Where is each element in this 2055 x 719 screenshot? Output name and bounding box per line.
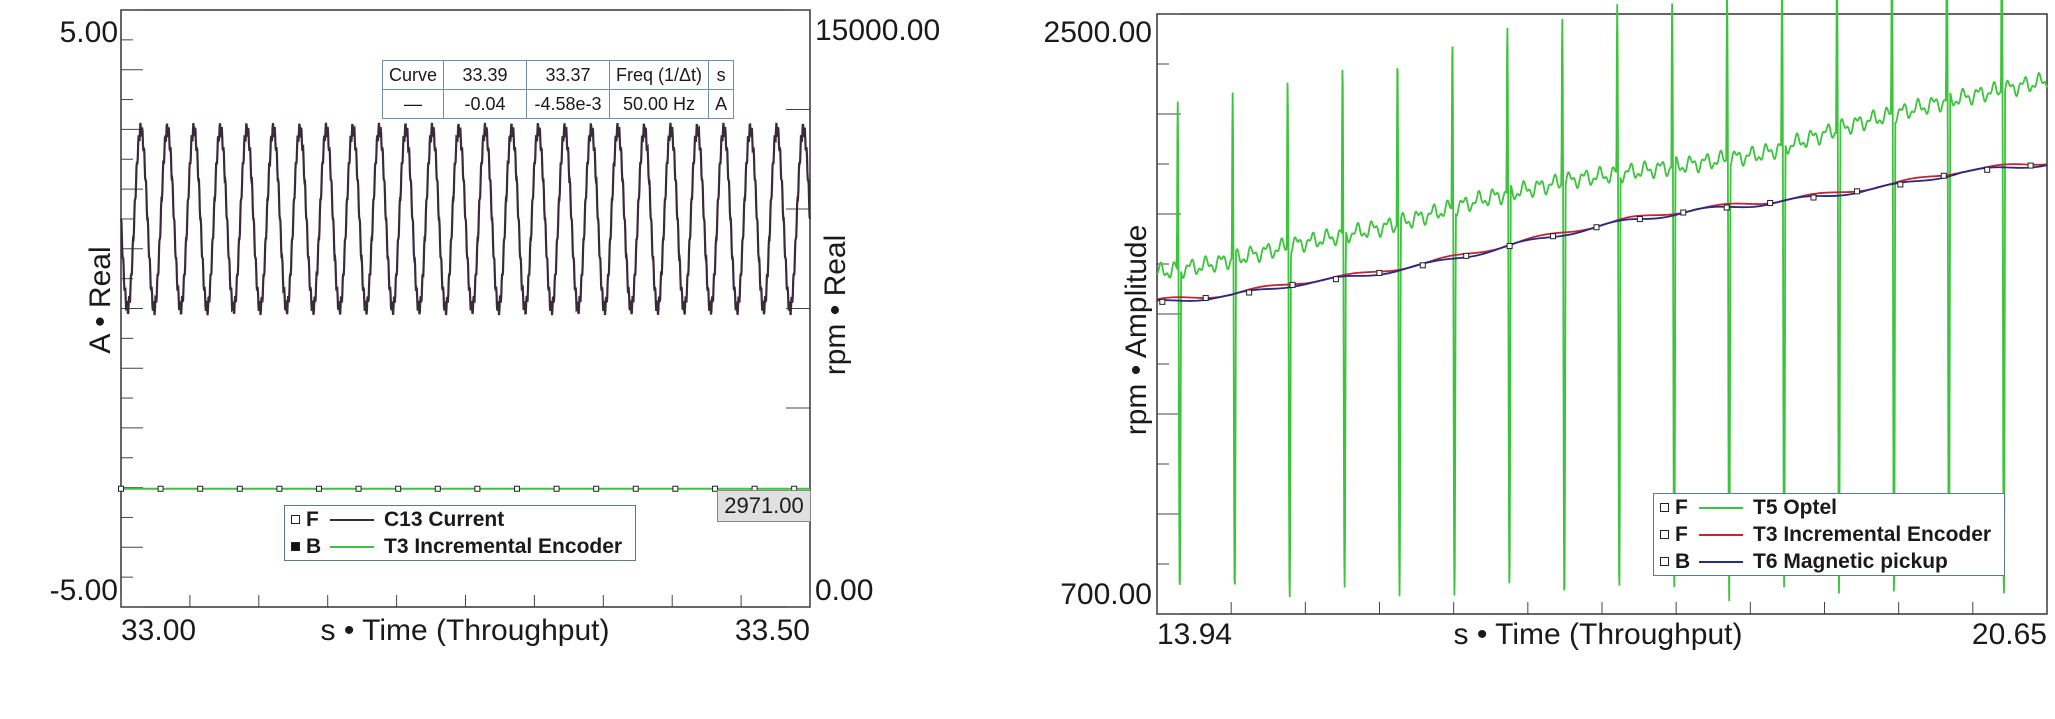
legend-swatch xyxy=(1699,506,1743,509)
series-marker xyxy=(1636,216,1643,223)
y-axis-title-left: A • Real xyxy=(84,246,117,353)
series-marker xyxy=(197,485,204,492)
marker-square-icon xyxy=(1660,530,1669,539)
legend-flag: B xyxy=(306,534,322,558)
series-marker xyxy=(1940,172,1947,179)
cursor-cell: -4.58e-3 xyxy=(526,89,611,119)
series-marker xyxy=(1767,199,1774,206)
series-line-t5-optel xyxy=(1156,0,2048,602)
x-tick-right: 20.65 xyxy=(1972,618,2047,651)
series-marker xyxy=(434,485,441,492)
series-marker xyxy=(1550,233,1557,240)
series-marker xyxy=(1463,252,1470,259)
y-axis-title-right: rpm • Amplitude xyxy=(1120,225,1153,436)
y-left-tick-top: 5.00 xyxy=(60,16,118,49)
legend-flag: F xyxy=(1675,495,1688,519)
series-marker xyxy=(355,485,362,492)
series-marker xyxy=(1419,262,1426,269)
legend-swatch xyxy=(330,518,374,521)
cursor-header: 33.37 xyxy=(526,60,611,90)
cursor-cell: — xyxy=(381,89,445,119)
series-marker xyxy=(1376,269,1383,276)
legend-label: T3 Incremental Encoder xyxy=(1753,522,1992,546)
legend-swatch xyxy=(1699,533,1743,536)
legend-left[interactable]: F C13 Current B T3 Incremental Encoder xyxy=(284,505,636,561)
series-marker xyxy=(1289,281,1296,288)
series-marker xyxy=(1246,289,1253,296)
series-marker xyxy=(513,485,520,492)
marker-filled-square-icon xyxy=(291,542,300,551)
cursor-header: s xyxy=(708,60,735,90)
x-axis-title-right: s • Time (Throughput) xyxy=(1454,618,1743,651)
y-right-tick-bottom: 0.00 xyxy=(815,574,873,607)
legend-label: T3 Incremental Encoder xyxy=(384,534,623,558)
series-marker xyxy=(1723,204,1730,211)
legend-right[interactable]: F T5 Optel F T3 Incremental Encoder B T6… xyxy=(1653,493,2005,576)
x-tick-right: 33.50 xyxy=(735,614,810,647)
series-marker xyxy=(1680,209,1687,216)
cursor-table: Curve 33.39 33.37 Freq (1/Δt) s — -0.04 … xyxy=(381,60,735,119)
series-line-c13-current xyxy=(119,122,812,316)
y-tick-top: 2500.00 xyxy=(1044,16,1152,49)
series-marker xyxy=(1202,294,1209,301)
legend-flag: F xyxy=(306,507,319,531)
cursor-header: 33.39 xyxy=(443,60,528,90)
cursor-header: Freq (1/Δt) xyxy=(609,60,710,90)
legend-flag: F xyxy=(1675,522,1688,546)
cursor-header: Curve xyxy=(381,60,445,90)
series-marker xyxy=(1897,181,1904,188)
y-tick-bottom: 700.00 xyxy=(1060,578,1152,611)
series-marker xyxy=(2027,162,2034,169)
series-marker xyxy=(474,485,481,492)
cursor-cell: -0.04 xyxy=(443,89,528,119)
legend-swatch xyxy=(330,545,374,548)
legend-swatch xyxy=(1699,560,1743,563)
legend-label: T5 Optel xyxy=(1753,495,1838,519)
series-marker xyxy=(1506,243,1513,250)
series-marker xyxy=(1810,194,1817,201)
legend-flag: B xyxy=(1675,549,1691,573)
marker-square-icon xyxy=(1660,557,1669,566)
series-marker xyxy=(1332,276,1339,283)
legend-label: T6 Magnetic pickup xyxy=(1753,549,1948,573)
series-marker xyxy=(672,485,679,492)
series-marker xyxy=(118,485,124,492)
series-marker xyxy=(315,485,322,492)
cursor-cell: A xyxy=(708,89,735,119)
y-axis-title-right: rpm • Real xyxy=(819,235,852,376)
series-marker xyxy=(276,485,283,492)
series-marker xyxy=(1593,224,1600,231)
chart-right: 2500.00 700.00 13.94 20.65 s • Time (Thr… xyxy=(1044,0,2048,651)
legend-item[interactable]: F T3 Incremental Encoder xyxy=(1654,521,2004,548)
series-marker xyxy=(395,485,402,492)
series-marker xyxy=(1159,298,1166,305)
series-marker xyxy=(236,485,243,492)
y-right-tick-top: 15000.00 xyxy=(815,14,940,47)
series-marker xyxy=(157,485,164,492)
legend-item[interactable]: F C13 Current xyxy=(285,506,635,533)
cursor-cell: 50.00 Hz xyxy=(609,89,710,119)
value-readout: 2971.00 xyxy=(717,490,811,522)
legend-label: C13 Current xyxy=(384,507,505,531)
series-marker xyxy=(1853,188,1860,195)
series-marker xyxy=(1984,166,1991,173)
series-marker xyxy=(632,485,639,492)
legend-item[interactable]: B T6 Magnetic pickup xyxy=(1654,548,2004,575)
x-axis-title-left: s • Time (Throughput) xyxy=(321,614,610,647)
marker-square-icon xyxy=(1660,503,1669,512)
series-marker xyxy=(553,485,560,492)
series-marker xyxy=(593,485,600,492)
tick-marks-left xyxy=(120,9,811,608)
x-tick-left: 33.00 xyxy=(121,614,196,647)
legend-item[interactable]: F T5 Optel xyxy=(1654,494,2004,521)
x-tick-left: 13.94 xyxy=(1157,618,1232,651)
legend-item[interactable]: B T3 Incremental Encoder xyxy=(285,533,635,560)
series-marker xyxy=(711,485,718,492)
marker-square-icon xyxy=(291,515,300,524)
y-left-tick-bottom: -5.00 xyxy=(50,574,118,607)
